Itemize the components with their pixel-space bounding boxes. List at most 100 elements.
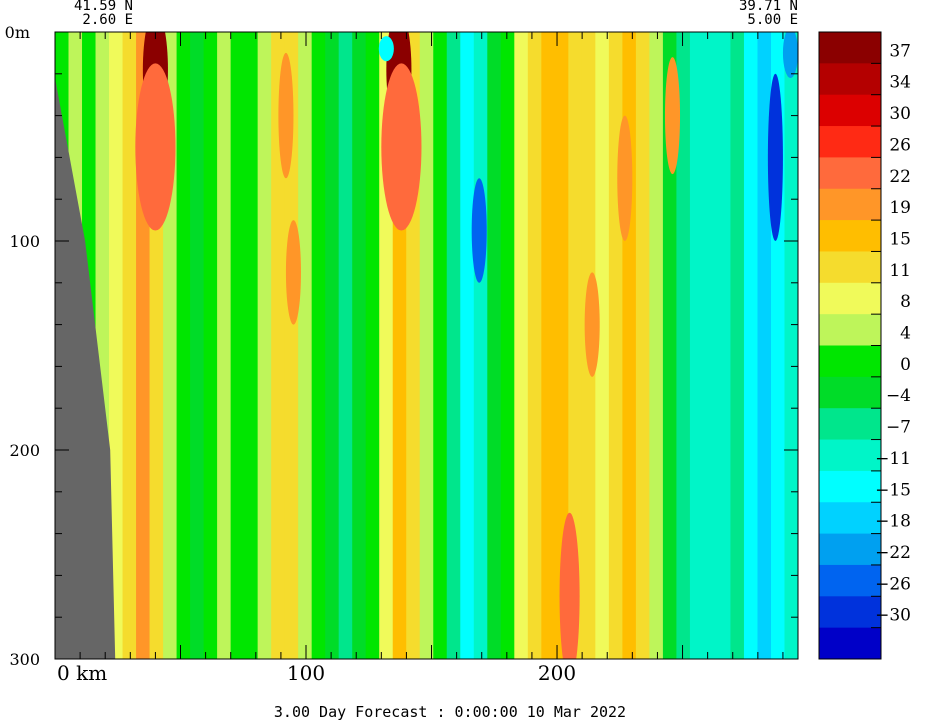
heatmap-extreme [135,63,176,231]
colorbar-swatch [819,502,881,535]
heatmap-column [109,32,124,659]
heatmap-column [460,32,475,659]
heatmap-extreme [381,63,422,231]
heatmap-extreme [782,32,798,78]
heatmap-column [635,32,650,659]
heatmap-column [419,32,434,659]
y-tick-label: 300 [9,650,40,669]
colorbar-swatch [819,314,881,346]
heatmap-column [514,32,529,659]
heatmap-column [122,32,137,659]
plot-frame [54,31,799,660]
heatmap-extremes [135,32,798,659]
colorbar-label: 8 [900,292,911,312]
heatmap-extreme [378,36,394,62]
heatmap-extreme [559,512,580,659]
colorbar-swatch [819,470,881,503]
colorbar-swatch [819,439,881,472]
colorbar-label: −26 [875,574,911,594]
heatmap-extreme [278,52,294,179]
left-lat-label: 41.59 N [74,0,133,14]
colorbar-label: 0 [900,355,911,375]
colorbar-label: −18 [875,512,911,532]
colorbar-label: 26 [889,135,911,155]
forecast-footer: 3.00 Day Forecast : 0:00:00 10 Mar 2022 [274,703,626,721]
colorbar-swatch [819,408,881,441]
colorbar-label: 15 [889,229,911,249]
heatmap-extreme [285,220,301,325]
colorbar-swatch [819,376,881,409]
heatmap-column [473,32,488,659]
heatmap-extreme [664,57,681,175]
corner-right: 39.71 N 5.00 E [739,0,798,28]
heatmap-column [568,32,583,659]
colorbar-label: 30 [889,104,911,124]
colorbar-swatch [819,345,881,378]
colorbar-label: −4 [886,386,911,406]
colorbar-swatch [819,627,881,660]
heatmap-column [446,32,461,659]
right-lon-label: 5.00 E [747,12,798,28]
heatmap-column [311,32,326,659]
colorbar-swatch [819,63,881,96]
left-lon-label: 2.60 E [82,12,133,28]
colorbar-swatch [819,251,881,284]
colorbar-swatch [819,564,881,597]
colorbar-label: −15 [875,480,911,500]
heatmap-column [676,32,691,659]
colorbar-label: −22 [875,543,911,563]
heatmap-column [257,32,272,659]
heatmap-column [527,32,542,659]
heatmap-column [298,32,313,659]
heatmap-column [662,32,678,659]
colorbar: 37 34 30 26 22 19 15 11 8 4 0 −4 −7 −11 −15 −18 −22 −26 −3… [818,31,911,660]
heatmap-column [325,32,340,659]
colorbar-label: −11 [875,449,911,469]
heatmap-column [230,32,245,659]
y-tick-label: 200 [9,441,40,460]
colorbar-label: 11 [889,261,911,281]
heatmap-column [352,32,367,659]
heatmap-column [730,32,745,659]
heatmap-column [433,32,448,659]
heatmap-column [703,32,718,659]
colorbar-swatch [819,188,881,221]
colorbar-label: 19 [889,198,911,218]
heatmap-column [554,32,569,659]
heatmap-column [689,32,705,659]
heatmap-column [284,32,299,659]
x-tick-label: 0 km [57,661,107,685]
heatmap-column [271,32,286,659]
colorbar-swatch [819,282,881,315]
heatmap-extreme [584,272,600,377]
right-lat-label: 39.71 N [739,0,798,14]
heatmap-column [595,32,610,659]
heatmap-column [176,32,191,659]
bathymetry-land [55,32,116,659]
y-tick-label: 100 [9,232,40,251]
heatmap-column [217,32,232,659]
colorbar-label: 4 [900,324,911,344]
heatmap-extreme [767,73,783,242]
colorbar-label: −30 [875,606,911,626]
colorbar-label: 22 [889,167,911,187]
colorbar-swatch [819,596,881,629]
heatmap-column [649,32,664,659]
heatmap-extreme [233,32,254,74]
y-tick-label: 0m [5,23,30,42]
heatmap-column [716,32,732,659]
y-axis: 0m 100 200 300 [5,23,798,669]
colorbar-swatch [819,32,881,64]
heatmap-column [487,32,502,659]
heatmap-column [203,32,218,659]
x-tick-label: 200 [538,661,576,685]
heatmap-column [244,32,259,659]
heatmap-column [365,32,380,659]
colorbar-label: 37 [889,41,911,61]
colorbar-swatch [819,157,881,190]
heatmap-column [757,32,772,659]
x-tick-label: 100 [287,661,325,685]
heatmap-column [784,32,798,659]
heatmap-extreme [617,115,633,241]
